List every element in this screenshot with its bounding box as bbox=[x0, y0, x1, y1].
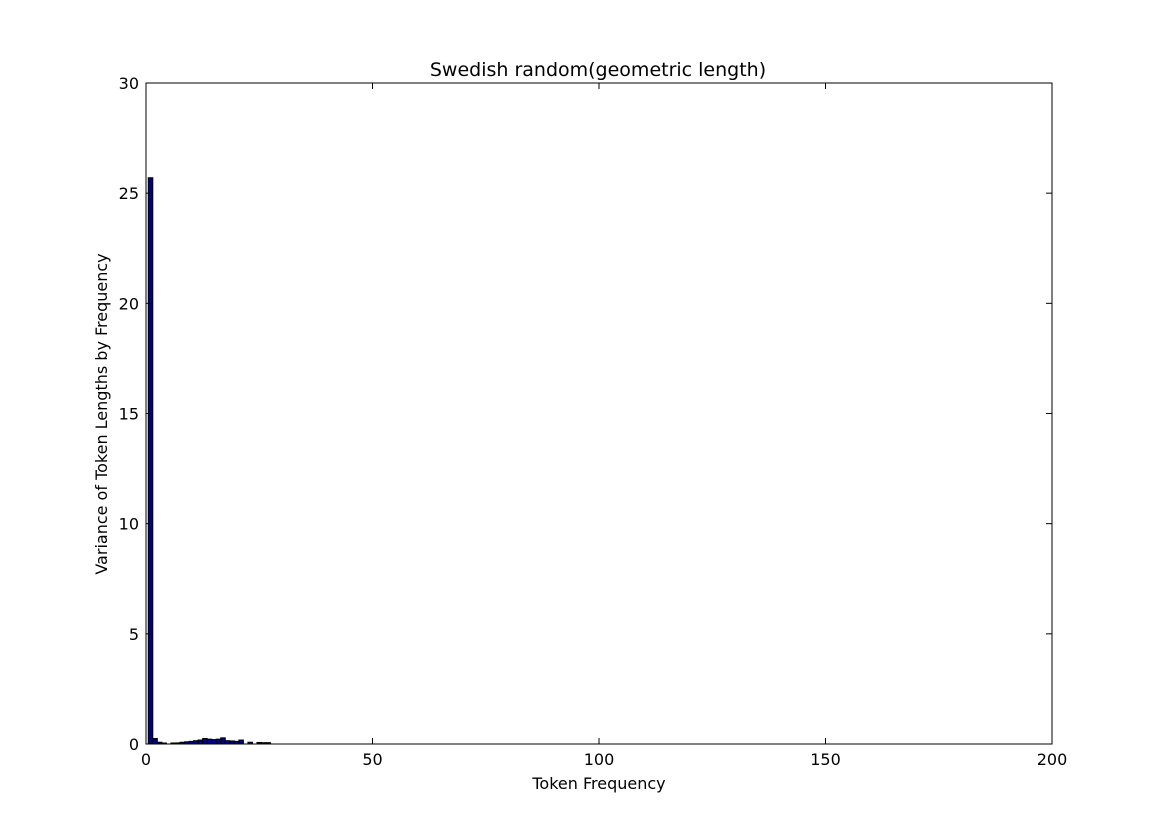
y-tick-label-3: 15 bbox=[119, 405, 139, 424]
bars-group bbox=[147, 177, 272, 745]
y-tick-label-4: 20 bbox=[119, 294, 139, 313]
y-tick-label-6: 30 bbox=[119, 74, 139, 93]
bar-19 bbox=[238, 739, 244, 745]
bar-0 bbox=[147, 177, 154, 745]
bar-13 bbox=[211, 739, 217, 745]
bar-12 bbox=[206, 738, 213, 745]
y-tick-label-2: 10 bbox=[119, 515, 139, 534]
x-tick-label-3: 150 bbox=[810, 750, 841, 769]
y-tick-label-5: 25 bbox=[119, 184, 139, 203]
y-axis-label: Variance of Token Lengths by Frequency bbox=[92, 253, 111, 574]
x-tick-label-0: 0 bbox=[141, 750, 151, 769]
bar-11 bbox=[202, 737, 208, 745]
ticks-group: 0 50 100 150 200 0 5 10 15 20 25 30 bbox=[119, 74, 1068, 769]
bar-15 bbox=[220, 737, 226, 745]
bar-10 bbox=[197, 739, 204, 745]
x-tick-label-4: 200 bbox=[1037, 750, 1068, 769]
bar-1 bbox=[152, 737, 158, 745]
plot-frame bbox=[145, 82, 1053, 745]
chart-title: Swedish random(geometric length) bbox=[430, 59, 766, 81]
bar-14 bbox=[215, 738, 222, 745]
y-tick-label-1: 5 bbox=[129, 625, 139, 644]
x-tick-label-2: 100 bbox=[584, 750, 615, 769]
y-tick-label-0: 0 bbox=[129, 735, 139, 754]
x-tick-label-1: 50 bbox=[362, 750, 382, 769]
x-axis-label: Token Frequency bbox=[531, 774, 665, 793]
